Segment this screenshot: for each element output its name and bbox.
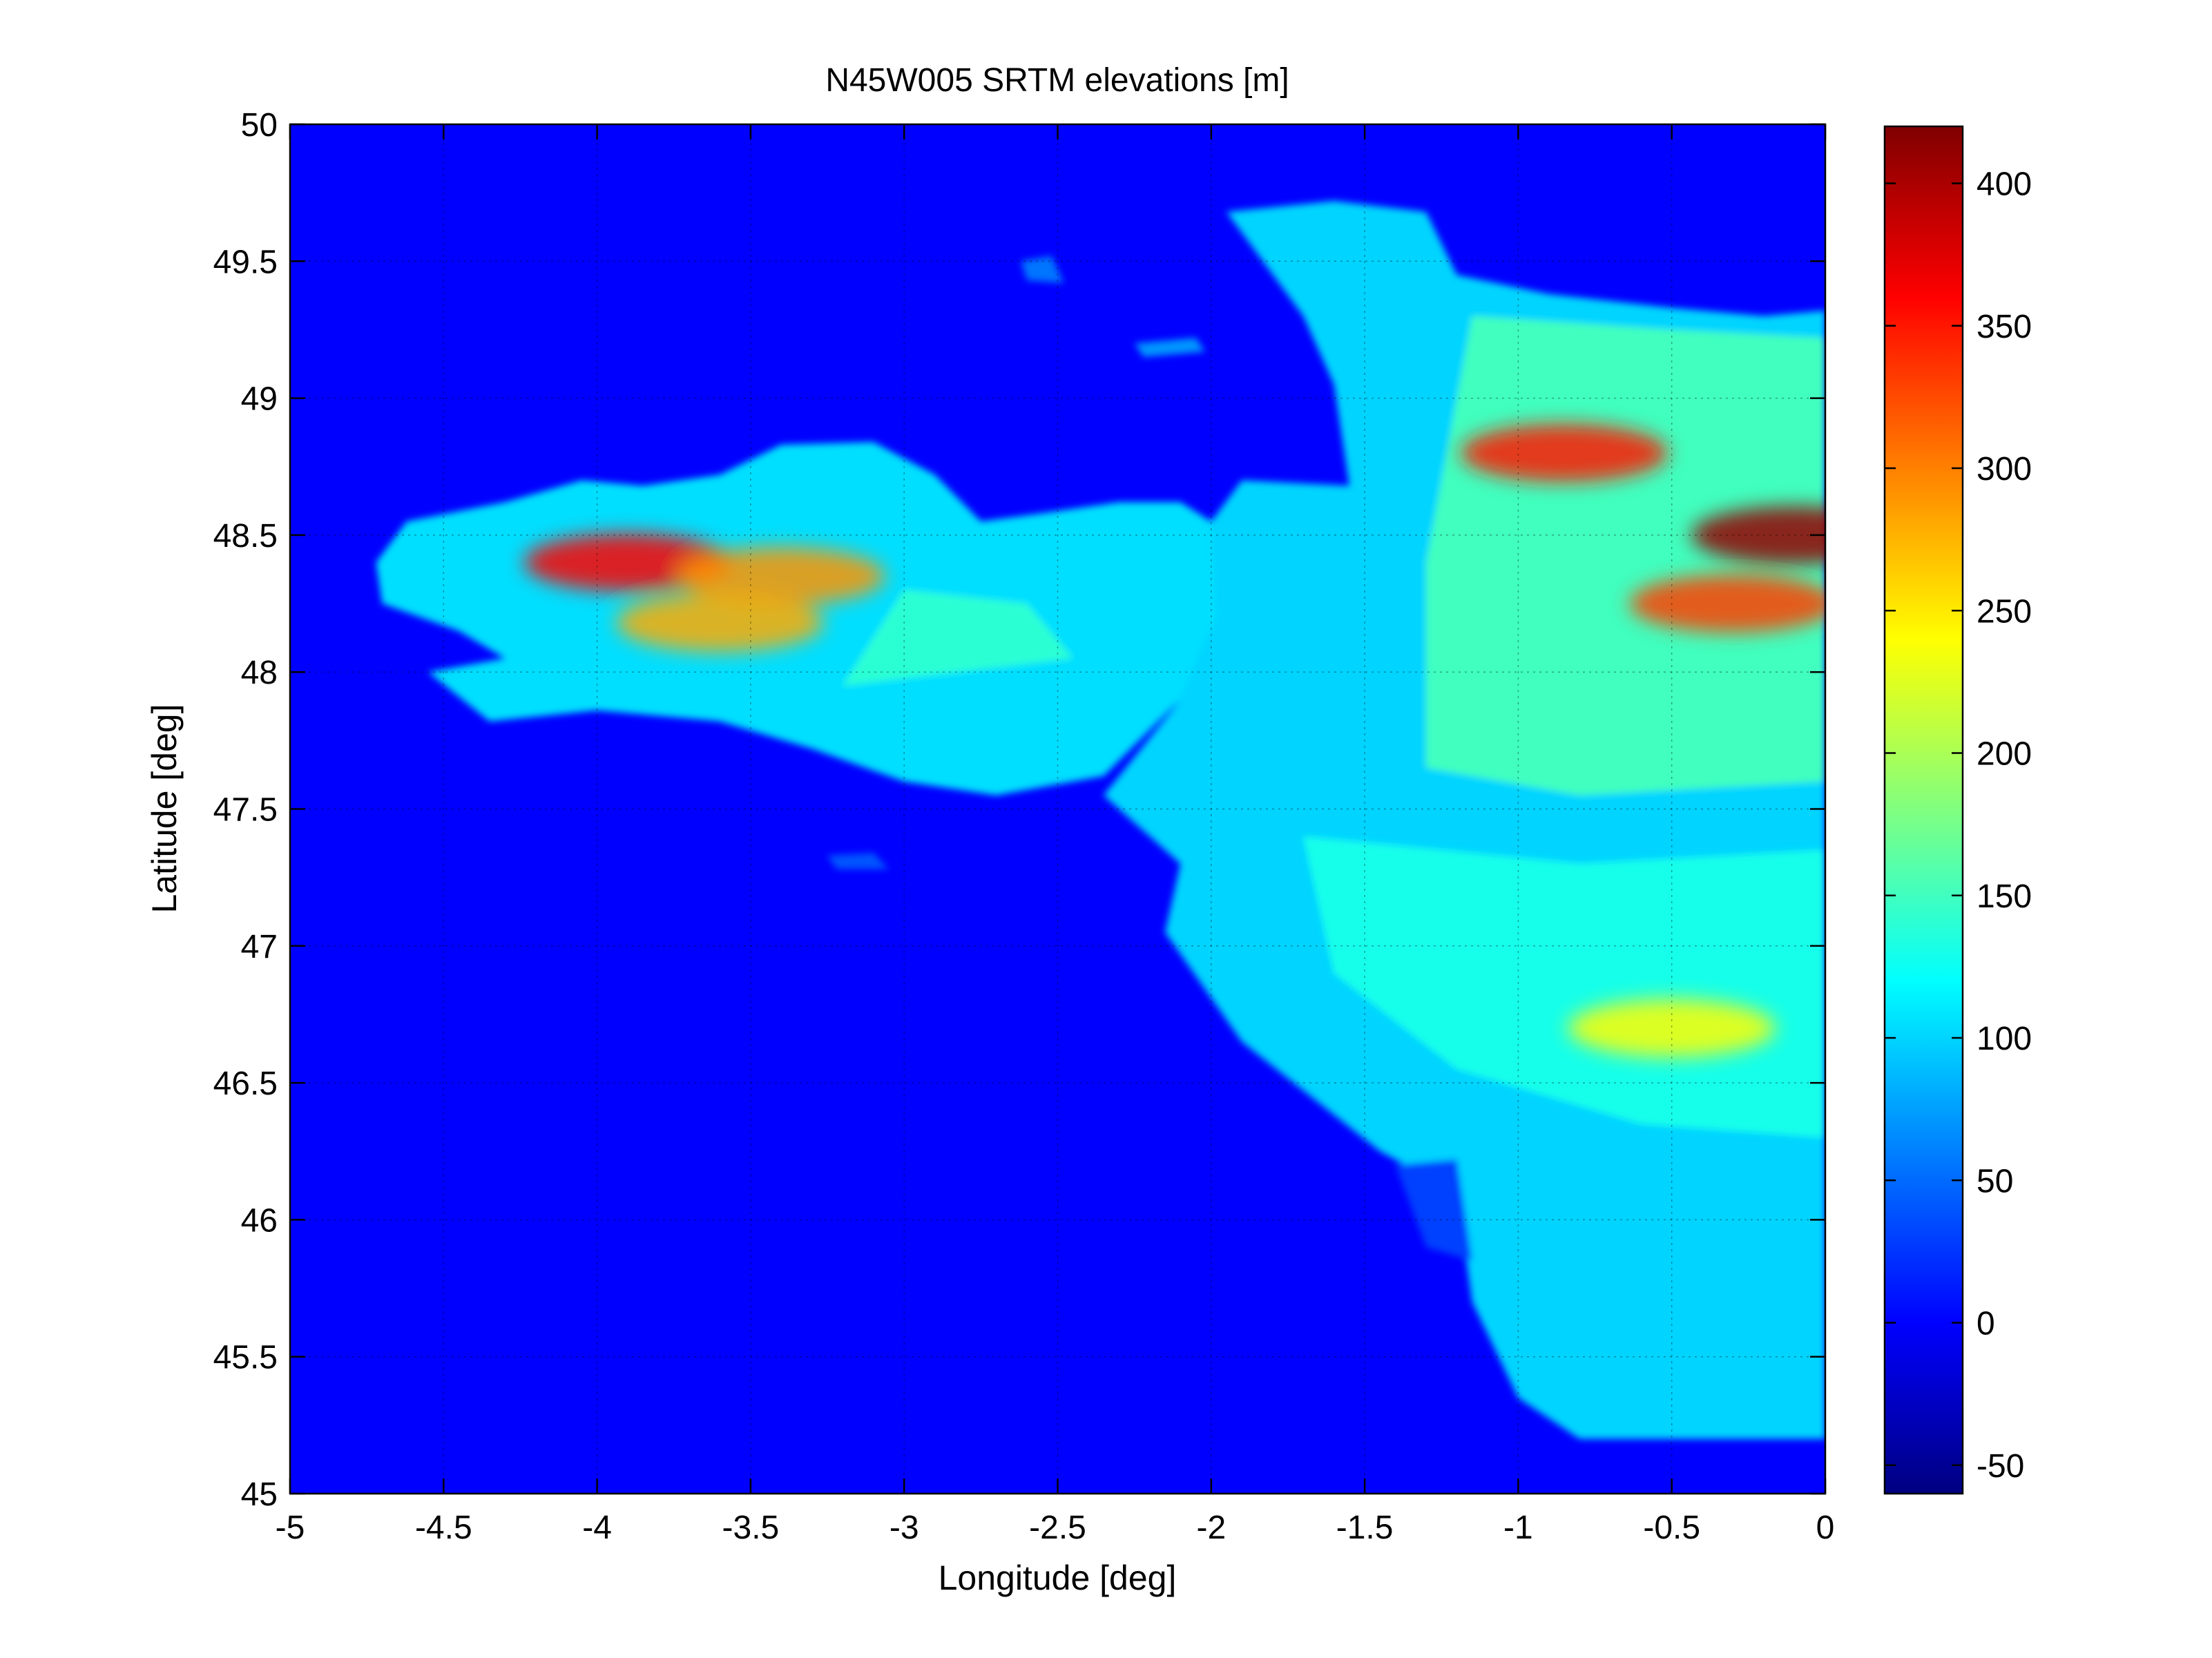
highland-1 xyxy=(677,547,885,606)
x-tick-label: -2 xyxy=(1196,1510,1226,1546)
colorbar-tick-label: 50 xyxy=(1977,1163,2013,1199)
x-tick-label: -1 xyxy=(1503,1510,1533,1546)
x-axis: -5 -4.5 -4 -3.5 -3 -2.5 -2 -1.5 -1 -0.5 0 xyxy=(276,124,1835,1546)
y-tick-label: 48.5 xyxy=(213,518,278,555)
x-tick-label: -4 xyxy=(582,1510,612,1546)
colorbar-tick-label: 350 xyxy=(1977,309,2032,345)
x-tick-label: -1.5 xyxy=(1336,1510,1394,1546)
x-tick-label: -0.5 xyxy=(1643,1510,1700,1546)
colorbar-tick-label: 100 xyxy=(1977,1021,2032,1057)
land-region-8 xyxy=(1395,1159,1472,1261)
colorbar-tick-label: 150 xyxy=(1977,878,2032,915)
colorbar-tick-label: 300 xyxy=(1977,451,2032,488)
colorbar-tick-label: 0 xyxy=(1977,1306,1995,1342)
y-tick-label: 50 xyxy=(241,107,278,144)
land-region-5 xyxy=(1134,338,1205,358)
x-tick-label: -5 xyxy=(276,1510,305,1546)
highland-2 xyxy=(616,593,824,652)
highland-layer xyxy=(524,423,1825,1057)
colorbar-frame xyxy=(1883,125,1964,1495)
y-tick-label: 47.5 xyxy=(213,792,278,829)
y-tick-label: 45.5 xyxy=(213,1340,278,1376)
x-tick-label: -2.5 xyxy=(1029,1510,1086,1546)
chart-title: N45W005 SRTM elevations [m] xyxy=(825,62,1289,99)
colorbar-tick-label: -50 xyxy=(1977,1448,2024,1485)
land-region-4 xyxy=(843,590,1073,686)
highland-3 xyxy=(1461,423,1668,482)
y-tick-label: 46.5 xyxy=(213,1066,278,1102)
highland-6 xyxy=(1568,999,1776,1057)
x-tick-label: -4.5 xyxy=(415,1510,472,1546)
y-tick-label: 48 xyxy=(241,655,278,691)
colorbar-tick-label: 250 xyxy=(1977,593,2032,630)
x-tick-label: 0 xyxy=(1816,1510,1835,1546)
land-region-7 xyxy=(827,853,889,869)
x-axis-label: Longitude [deg] xyxy=(939,1559,1177,1597)
x-tick-label: -3 xyxy=(889,1510,919,1546)
land-region-6 xyxy=(1021,256,1064,283)
y-axis-label: Latitude [deg] xyxy=(145,704,184,913)
land-region-3 xyxy=(1303,836,1825,1138)
y-axis: 45 45.5 46 46.5 47 47.5 48 48.5 49 49.5 50 xyxy=(213,107,1825,1513)
y-tick-label: 49 xyxy=(241,381,278,418)
y-tick-label: 47 xyxy=(241,929,278,965)
y-tick-label: 49.5 xyxy=(213,244,278,280)
highland-4 xyxy=(1691,505,1825,564)
colorbar-tick-label: 400 xyxy=(1977,166,2032,203)
grid-lines xyxy=(290,124,1825,1494)
colorbar: -50 0 50 100 150 200 250 300 350 400 xyxy=(1883,125,2032,1495)
colorbar-ticks: -50 0 50 100 150 200 250 300 350 400 xyxy=(1885,166,2032,1485)
map-plot: -5 -4.5 -4 -3.5 -3 -2.5 -2 -1.5 -1 -0.5 0 45 45.5 46… xyxy=(213,107,1835,1546)
x-tick-label: -3.5 xyxy=(722,1510,780,1546)
colorbar-tick-label: 200 xyxy=(1977,736,2032,773)
y-tick-label: 45 xyxy=(241,1476,278,1513)
y-tick-label: 46 xyxy=(241,1202,278,1239)
highland-5 xyxy=(1629,575,1825,633)
colorbar-bar xyxy=(1885,126,1963,1494)
